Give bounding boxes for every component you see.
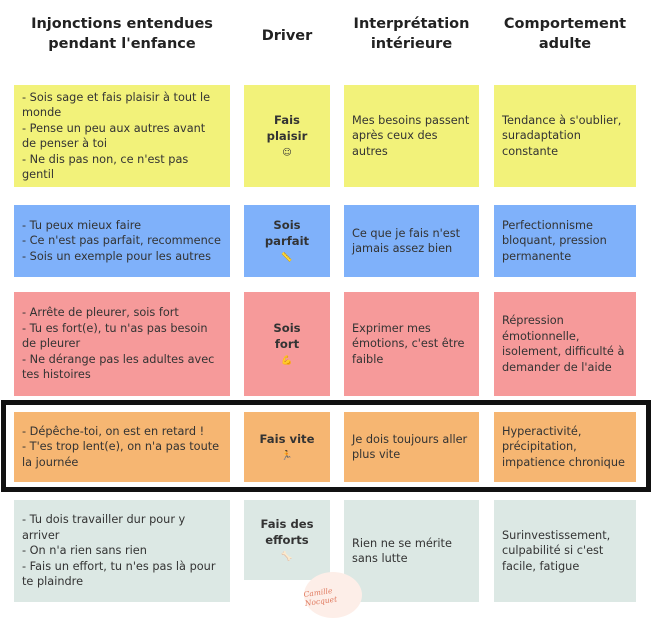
injonction-line: - T'es trop lent(e), on n'a pas toute la…: [22, 440, 220, 469]
header-interpretation-line1: Interprétation: [353, 16, 470, 32]
row-fais-des-efforts-injonctions: - Tu dois travailler dur pour y arriver …: [14, 500, 230, 602]
row-fais-vite-injonctions: - Dépêche-toi, on est en retard ! - T'es…: [14, 412, 230, 482]
driver-label-line2: parfait: [264, 233, 310, 248]
row-sois-parfait-injonctions: - Tu peux mieux faire - Ce n'est pas par…: [14, 205, 230, 277]
driver-label-line1: Sois: [273, 321, 301, 335]
row-fais-vite-comportement: Hyperactivité, précipitation, impatience…: [494, 412, 636, 482]
injonction-line: - Pense un peu aux autres avant de pense…: [22, 121, 206, 151]
row-fais-plaisir-comportement: Tendance à s'oublier, suradaptation cons…: [494, 85, 636, 187]
row-sois-fort-injonctions: - Arrête de pleurer, sois fort - Tu es f…: [14, 292, 230, 396]
header-driver: Driver: [261, 28, 313, 44]
ruler-icon: 📏: [281, 253, 293, 263]
running-person-icon: 🏃: [281, 451, 293, 462]
injonction-line: - Dépêche-toi, on est en retard !: [22, 424, 205, 438]
injonction-line: - Ce n'est pas parfait, recommence: [22, 234, 221, 248]
row-fais-des-efforts-comportement: Surinvestissement, culpabilité si c'est …: [494, 500, 636, 602]
row-sois-parfait-driver: Sois parfait 📏: [244, 205, 330, 277]
header-comportement-line1: Comportement: [503, 16, 627, 32]
driver-label-line2: plaisir: [266, 128, 308, 143]
row-sois-parfait-interpretation: Ce que je fais n'est jamais assez bien: [344, 205, 479, 277]
row-fais-des-efforts-interpretation: Rien ne se mérite sans lutte: [344, 500, 479, 602]
row-fais-vite-driver: Fais vite 🏃: [244, 412, 330, 482]
highlight-frame: [1, 400, 651, 492]
injonction-line: - On n'a rien sans rien: [22, 544, 147, 558]
injonction-line: - Arrête de pleurer, sois fort: [22, 306, 179, 320]
header-interpretation-line2: intérieure: [370, 36, 453, 52]
row-sois-fort-driver: Sois fort 💪: [244, 292, 330, 396]
row-fais-vite-interpretation: Je dois toujours aller plus vite: [344, 412, 479, 482]
injonction-line: - Ne dérange pas les adultes avec tes hi…: [22, 352, 215, 382]
row-sois-parfait-comportement: Perfectionnisme bloquant, pression perma…: [494, 205, 636, 277]
row-fais-plaisir-driver: Fais plaisir ☺: [244, 85, 330, 187]
injonction-line: - Sois sage et fais plaisir à tout le mo…: [22, 90, 211, 120]
injonction-line: - Fais un effort, tu n'es pas là pour te…: [22, 559, 216, 589]
injonction-line: - Ne dis pas non, ce n'est pas gentil: [22, 152, 189, 182]
header-comportement-line2: adulte: [538, 36, 592, 52]
injonction-line: - Tu peux mieux faire: [22, 218, 142, 232]
header-injonctions-line2: pendant l'enfance: [48, 36, 196, 52]
row-fais-plaisir-injonctions: - Sois sage et fais plaisir à tout le mo…: [14, 85, 230, 187]
row-fais-des-efforts-driver: Fais des efforts 🦴: [244, 500, 330, 580]
signature-logo: Camille Nocquet: [303, 572, 362, 618]
header-injonctions: Injonctions entendues pendant l'enfance: [14, 14, 230, 54]
header-comportement: Comportement adulte: [494, 14, 636, 54]
row-fais-plaisir-interpretation: Mes besoins passent après ceux des autre…: [344, 85, 479, 187]
driver-label-line2: fort: [274, 336, 300, 351]
header-injonctions-line1: Injonctions entendues: [31, 16, 213, 32]
bone-icon: 🦴: [281, 552, 293, 562]
row-sois-fort-interpretation: Exprimer mes émotions, c'est être faible: [344, 292, 479, 396]
driver-label-line1: Sois: [273, 218, 301, 232]
injonction-line: - Tu dois travailler dur pour y arriver: [22, 513, 186, 542]
signature-text: Camille Nocquet: [303, 586, 338, 608]
driver-label-line1: Fais vite: [259, 431, 315, 446]
driver-label-line2: efforts: [265, 532, 309, 547]
driver-label-line1: Fais des: [260, 517, 314, 531]
row-sois-fort-comportement: Répression émotionnelle, isolement, diff…: [494, 292, 636, 396]
flexed-arm-icon: 💪: [281, 356, 293, 366]
injonction-line: - Sois un exemple pour les autres: [22, 249, 211, 263]
smile-icon: ☺: [282, 148, 292, 158]
driver-label-line1: Fais: [274, 113, 300, 127]
header-interpretation: Interprétation intérieure: [344, 14, 479, 54]
injonction-line: - Tu es fort(e), tu n'as pas besoin de p…: [22, 321, 208, 351]
